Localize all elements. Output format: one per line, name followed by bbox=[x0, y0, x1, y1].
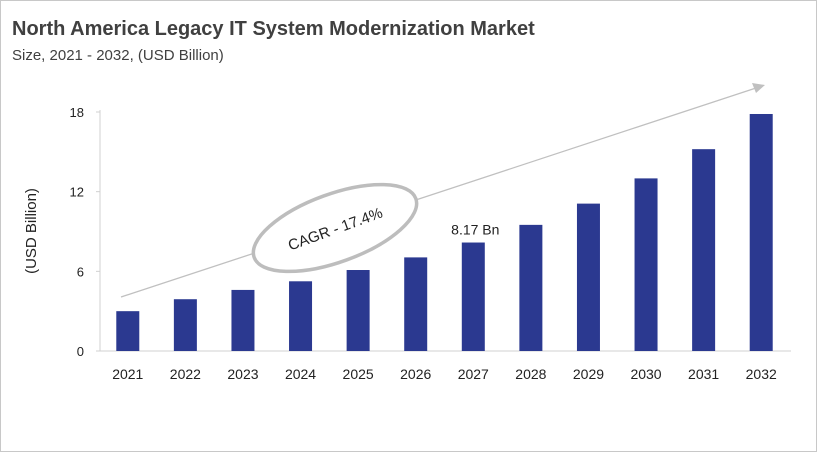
bar-2032 bbox=[749, 113, 773, 351]
bar-2028 bbox=[519, 224, 543, 351]
data-label: 8.17 Bn bbox=[451, 222, 499, 238]
chart-subtitle: Size, 2021 - 2032, (USD Billion) bbox=[12, 47, 224, 64]
y-tick-label: 6 bbox=[77, 264, 84, 279]
cagr-annotation: CAGR - 17.4% bbox=[251, 182, 419, 274]
x-tick-label: 2026 bbox=[400, 366, 431, 382]
x-tick-label: 2031 bbox=[688, 366, 719, 382]
arrow-head-icon bbox=[752, 83, 765, 93]
x-tick-label: 2025 bbox=[343, 366, 374, 382]
bar-2030 bbox=[634, 178, 658, 351]
bar-2031 bbox=[692, 149, 716, 351]
x-tick-label: 2023 bbox=[227, 366, 258, 382]
chart-title: North America Legacy IT System Moderniza… bbox=[12, 18, 535, 40]
x-tick-label: 2032 bbox=[746, 366, 777, 382]
cagr-ellipse bbox=[251, 182, 419, 274]
y-tick-label: 18 bbox=[70, 105, 84, 120]
bar-2023 bbox=[231, 289, 255, 351]
bar-2021 bbox=[116, 311, 140, 351]
bar-2024 bbox=[289, 281, 313, 351]
y-axis-label: (USD Billion) bbox=[23, 188, 40, 274]
x-tick-label: 2027 bbox=[458, 366, 489, 382]
x-tick-label: 2029 bbox=[573, 366, 604, 382]
bar-2022 bbox=[173, 299, 197, 351]
x-tick-label: 2030 bbox=[630, 366, 661, 382]
x-tick-label: 2028 bbox=[515, 366, 546, 382]
bar-2027 bbox=[461, 242, 485, 351]
x-tick-label: 2021 bbox=[112, 366, 143, 382]
x-tick-label: 2024 bbox=[285, 366, 316, 382]
bar-2026 bbox=[404, 257, 428, 351]
y-tick-label: 12 bbox=[70, 185, 84, 200]
y-tick-label: 0 bbox=[77, 344, 84, 359]
bar-2029 bbox=[576, 203, 600, 351]
bar-2025 bbox=[346, 270, 370, 351]
cagr-trend-arrow bbox=[120, 83, 765, 298]
x-tick-label: 2022 bbox=[170, 366, 201, 382]
